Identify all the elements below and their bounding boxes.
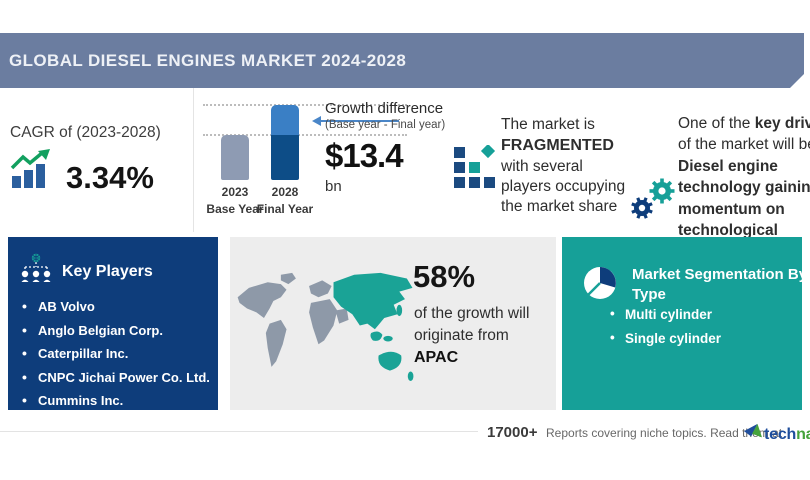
key-players-list: AB Volvo Anglo Belgian Corp. Caterpillar…: [22, 298, 210, 417]
apac-growth-text: of the growth will originate from APAC: [414, 305, 530, 366]
key-player-item: Anglo Belgian Corp.: [22, 322, 210, 338]
fragmented-squares-icon: [453, 143, 499, 196]
growth-difference-arrow: [317, 120, 399, 122]
report-count: 17000+: [487, 424, 538, 441]
technavio-logo[interactable]: technavio: [744, 423, 810, 446]
key-players-title: Key Players: [62, 262, 153, 280]
market-structure-text: The market is FRAGMENTED with several pl…: [501, 116, 626, 216]
segmentation-list: Multi cylinder Single cylinder: [610, 306, 721, 355]
key-player-item: Cummins Inc.: [22, 392, 210, 408]
cagr-label: CAGR of (2023-2028): [10, 124, 161, 141]
growth-difference-value: $13.4: [325, 137, 404, 174]
key-player-item: AB Volvo: [22, 298, 210, 314]
cagr-section: CAGR of (2023-2028) 3.34%: [0, 88, 194, 232]
apac-growth-percent: 58%: [413, 259, 476, 294]
footer-divider: [0, 431, 478, 432]
bar-2023: [221, 135, 249, 180]
bar-2028: [271, 105, 299, 180]
growth-difference-arrowhead: [307, 116, 321, 126]
gears-icon: [630, 176, 680, 231]
growth-chart-section: 2023 Base Year 2028 Final Year Growth di…: [195, 88, 445, 232]
fragmented-keyword: FRAGMENTED: [501, 137, 614, 155]
growth-bars-icon: [10, 148, 56, 195]
key-player-item: Caterpillar Inc.: [22, 345, 210, 361]
gridline-base: [203, 134, 407, 136]
cagr-value: 3.34%: [66, 160, 154, 195]
growth-difference-subtitle: (Base year - Final year): [325, 119, 446, 131]
footer-note: Reports covering niche topics. Read them…: [546, 426, 783, 440]
segmentation-item: Multi cylinder: [610, 306, 721, 322]
segmentation-title: Market Segmentation By Type: [632, 266, 808, 303]
growth-difference-unit: bn: [325, 178, 342, 195]
growth-difference-title: Growth difference: [325, 100, 444, 117]
key-drivers-keyword: key drivers: [754, 115, 810, 132]
header-bar: GLOBAL DIESEL ENGINES MARKET 2024-2028: [0, 33, 804, 88]
page-title: GLOBAL DIESEL ENGINES MARKET 2024-2028: [9, 50, 407, 70]
pie-chart-icon: [580, 263, 620, 308]
bar-label-2023: 2023 Base Year: [206, 185, 264, 217]
technavio-arrow-icon: [744, 423, 762, 446]
segmentation-item: Single cylinder: [610, 330, 721, 346]
apac-region-label: APAC: [414, 349, 459, 366]
segmentation-panel: Market Segmentation By Type Multi cylind…: [562, 237, 807, 410]
bar-label-2028: 2028 Final Year: [256, 185, 314, 217]
key-player-item: CNPC Jichai Power Co. Ltd.: [22, 369, 210, 385]
key-players-panel: Key Players AB Volvo Anglo Belgian Corp.…: [8, 237, 218, 410]
world-map: [232, 269, 420, 402]
org-chart-icon: [20, 253, 52, 290]
gridline-final: [203, 104, 407, 106]
key-driver-section: One of the key drivers of the market wil…: [631, 88, 810, 260]
market-structure-section: The market is FRAGMENTED with several pl…: [445, 88, 640, 232]
regional-growth-panel: 58% of the growth will originate from AP…: [230, 237, 556, 410]
